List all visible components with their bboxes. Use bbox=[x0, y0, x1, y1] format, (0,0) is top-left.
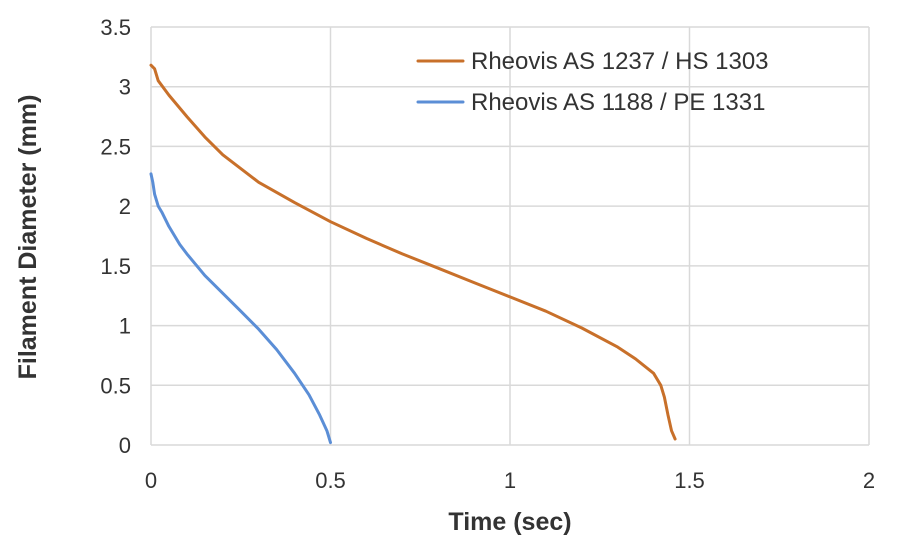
x-axis-title: Time (sec) bbox=[448, 508, 571, 536]
x-axis-ticks: 0 0.5 1 1.5 2 bbox=[145, 468, 875, 493]
legend: Rheovis AS 1237 / HS 1303 Rheovis AS 1188… bbox=[416, 48, 769, 116]
series-line-2 bbox=[149, 172, 332, 445]
y-tick-label: 2 bbox=[119, 194, 131, 219]
x-tick-label: 0 bbox=[145, 468, 157, 493]
y-axis-ticks: 0 0.5 1 1.5 2 2.5 3 3.5 bbox=[100, 15, 131, 458]
x-tick-label: 1 bbox=[504, 468, 516, 493]
y-tick-label: 3 bbox=[119, 75, 131, 100]
series-line-1 bbox=[149, 63, 677, 441]
y-tick-label: 1 bbox=[119, 314, 131, 339]
y-tick-label: 3.5 bbox=[100, 15, 131, 40]
legend-label-1: Rheovis AS 1237 / HS 1303 bbox=[471, 48, 769, 75]
x-tick-label: 0.5 bbox=[315, 468, 346, 493]
y-axis-title: Filament Diameter (mm) bbox=[14, 95, 42, 380]
y-tick-label: 0.5 bbox=[100, 373, 131, 398]
legend-label-2: Rheovis AS 1188 / PE 1331 bbox=[471, 89, 765, 116]
gridlines bbox=[150, 26, 870, 446]
y-tick-label: 2.5 bbox=[100, 134, 131, 159]
y-tick-label: 0 bbox=[119, 433, 131, 458]
y-tick-label: 1.5 bbox=[100, 254, 131, 279]
x-tick-label: 1.5 bbox=[674, 468, 705, 493]
series-layer bbox=[149, 63, 677, 445]
x-tick-label: 2 bbox=[863, 468, 875, 493]
